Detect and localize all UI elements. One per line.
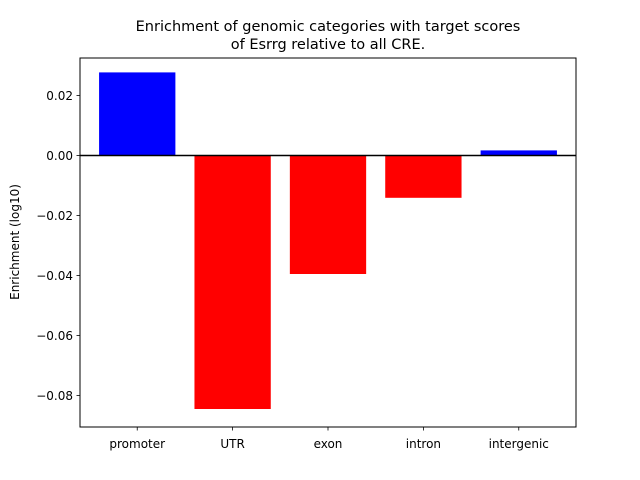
y-tick-label: −0.06 xyxy=(36,329,73,343)
x-axis-ticks: promoter UTR exon intron intergenic xyxy=(109,427,549,451)
x-tick-label: UTR xyxy=(220,437,244,451)
x-tick-label: intergenic xyxy=(489,437,549,451)
chart-title-line-1: Enrichment of genomic categories with ta… xyxy=(136,19,521,35)
x-tick-label: intron xyxy=(406,437,441,451)
bar-intergenic xyxy=(480,150,557,156)
x-tick-label: promoter xyxy=(109,437,165,451)
bar-utr xyxy=(194,155,271,409)
y-axis-ticks: 0.02 0.00 −0.02 −0.04 −0.06 −0.08 xyxy=(36,89,80,403)
y-axis-label: Enrichment (log10) xyxy=(8,184,22,300)
chart-title-line-2: of Esrrg relative to all CRE. xyxy=(231,37,426,53)
x-tick-label: exon xyxy=(314,437,343,451)
bars-group xyxy=(99,72,557,409)
y-tick-label: −0.08 xyxy=(36,389,73,403)
y-tick-label: −0.04 xyxy=(36,269,73,283)
bar-intron xyxy=(385,155,462,198)
y-tick-label: 0.00 xyxy=(46,149,73,163)
bar-exon xyxy=(289,155,367,274)
bar-promoter xyxy=(99,72,176,156)
y-tick-label: −0.02 xyxy=(36,209,73,223)
y-tick-label: 0.02 xyxy=(46,89,73,103)
